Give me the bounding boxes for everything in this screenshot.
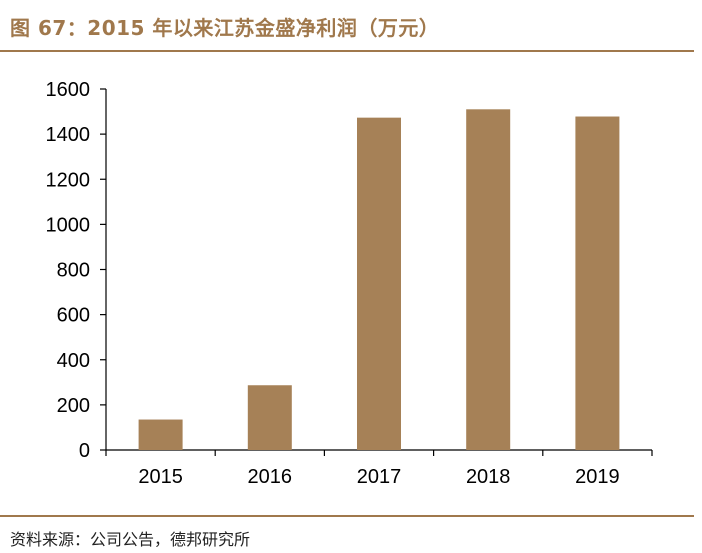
bar-2016 bbox=[247, 385, 292, 450]
bar-2015 bbox=[138, 419, 183, 450]
bottom-divider bbox=[0, 515, 694, 517]
y-tick-label: 0 bbox=[79, 440, 90, 462]
y-tick-label: 600 bbox=[57, 305, 90, 327]
y-tick-label: 1600 bbox=[46, 79, 91, 101]
x-tick-label: 2015 bbox=[138, 466, 183, 488]
y-tick-label: 1200 bbox=[46, 169, 91, 191]
y-tick-label: 1400 bbox=[46, 124, 91, 146]
source-note: 资料来源：公司公告，德邦研究所 bbox=[10, 530, 251, 549]
x-tick-label: 2019 bbox=[575, 466, 620, 488]
x-tick-label: 2016 bbox=[248, 466, 293, 488]
x-tick-label: 2017 bbox=[357, 466, 402, 488]
y-tick-label: 200 bbox=[57, 395, 90, 417]
top-divider bbox=[0, 50, 694, 52]
bar-2017 bbox=[357, 117, 401, 451]
y-axis: 0 200 400 600 800 1000 1200 1400 1600 bbox=[46, 79, 107, 462]
x-tick-label: 2018 bbox=[466, 466, 511, 488]
y-tick-label: 400 bbox=[57, 350, 90, 372]
bars bbox=[138, 109, 620, 451]
bar-2018 bbox=[466, 109, 511, 451]
y-tick-label: 800 bbox=[57, 260, 90, 282]
chart-title: 图 67：2015 年以来江苏金盛净利润（万元） bbox=[10, 16, 440, 40]
x-axis: 2015 2016 2017 2018 2019 bbox=[105, 449, 653, 488]
y-tick-label: 1000 bbox=[46, 214, 91, 236]
bar-2019 bbox=[575, 116, 620, 450]
